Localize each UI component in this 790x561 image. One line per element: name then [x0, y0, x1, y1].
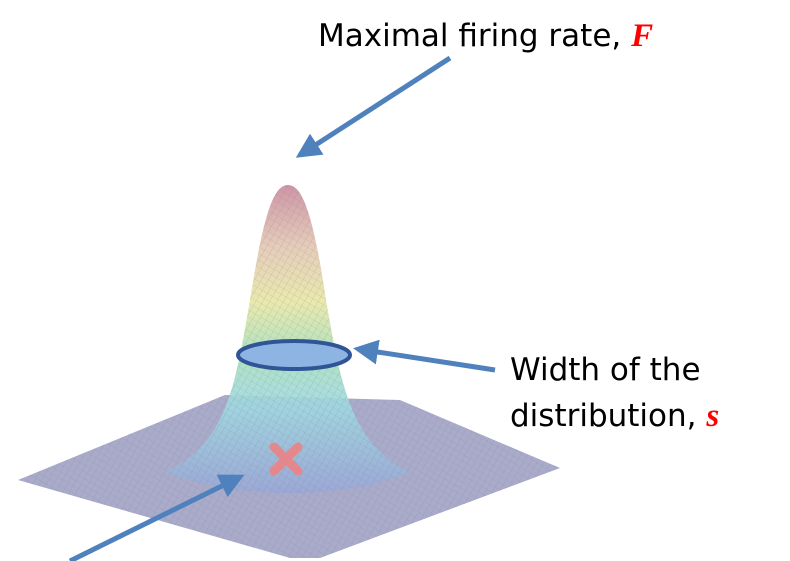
width-label-line2: distribution, s: [510, 398, 719, 434]
peak-mesh: [165, 185, 410, 493]
diagram: Maximal firing rate, F Width of the dist…: [0, 0, 790, 561]
peak-symbol: F: [630, 18, 653, 54]
surface: [18, 185, 560, 558]
width-text: distribution,: [510, 398, 706, 434]
width-ellipse: [238, 341, 350, 369]
peak-label: Maximal firing rate, F: [318, 18, 653, 54]
width-arrow: [358, 349, 495, 370]
width-label-line1: Width of the: [510, 352, 701, 388]
peak-text: Maximal firing rate,: [318, 18, 631, 54]
width-symbol: s: [705, 398, 719, 434]
peak-arrow: [300, 58, 450, 155]
